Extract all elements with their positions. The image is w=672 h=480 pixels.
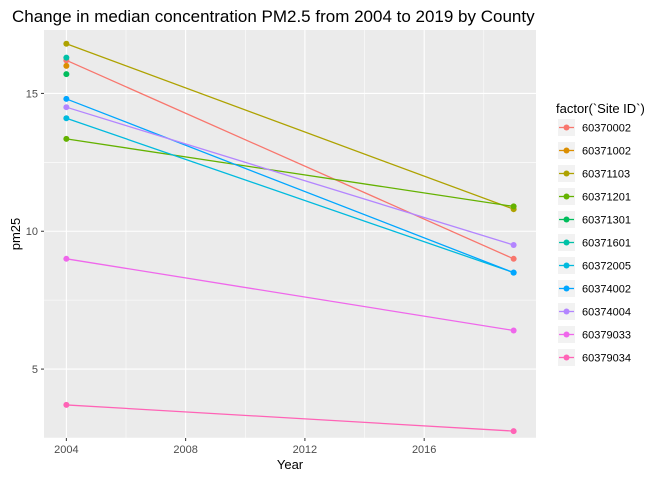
chart-title: Change in median concentration PM2.5 fro… bbox=[12, 7, 535, 26]
data-point-60374004 bbox=[510, 242, 517, 249]
series-line-60371103 bbox=[66, 43, 514, 210]
x-tick-label: 2008 bbox=[173, 444, 197, 456]
x-tick-label: 2012 bbox=[293, 444, 317, 456]
y-tick-label: 5 bbox=[32, 364, 38, 376]
legend-label: 60379034 bbox=[582, 353, 631, 365]
legend-item-60374004: 60374004 bbox=[558, 303, 631, 320]
legend-item-60371601: 60371601 bbox=[558, 234, 631, 251]
legend-key-point bbox=[563, 124, 570, 131]
data-point-60374002 bbox=[510, 269, 517, 276]
legend-key-point bbox=[563, 354, 570, 361]
legend-item-60374002: 60374002 bbox=[558, 280, 631, 297]
series-line-60379034 bbox=[66, 404, 514, 432]
data-point-60379034 bbox=[510, 428, 517, 435]
legend-item-60372005: 60372005 bbox=[558, 257, 631, 274]
legend-label: 60374004 bbox=[582, 307, 631, 319]
major-gridlines bbox=[44, 30, 536, 438]
legend-item-60371301: 60371301 bbox=[558, 211, 631, 228]
legend-label: 60371201 bbox=[582, 192, 631, 204]
series-line-60374004 bbox=[66, 106, 514, 246]
legend-label: 60374002 bbox=[582, 284, 631, 296]
data-point-60371002 bbox=[63, 62, 70, 69]
x-tick-label: 2004 bbox=[54, 444, 78, 456]
data-point-60379034 bbox=[63, 401, 70, 408]
legend-item-60371002: 60371002 bbox=[558, 142, 631, 159]
series-line-60370002 bbox=[66, 59, 514, 260]
legend-label: 60370002 bbox=[582, 123, 631, 135]
legend-label: 60371002 bbox=[582, 146, 631, 158]
data-point-60379033 bbox=[510, 327, 517, 334]
legend-item-60370002: 60370002 bbox=[558, 119, 631, 136]
data-point-60371201 bbox=[510, 203, 517, 210]
axis-layer: 2004 2008 2012 2016 5 10 15 bbox=[26, 88, 437, 456]
legend-label: 60379033 bbox=[582, 330, 631, 342]
data-point-60374004 bbox=[63, 104, 70, 111]
data-point-60372005 bbox=[63, 115, 70, 122]
y-tick-label: 10 bbox=[26, 226, 38, 238]
series-layer bbox=[63, 40, 517, 435]
legend-label: 60371601 bbox=[582, 238, 631, 250]
minor-gridlines bbox=[44, 30, 536, 439]
legend-item-60371103: 60371103 bbox=[558, 165, 630, 182]
x-axis-title: Year bbox=[277, 457, 304, 472]
legend-label: 60371103 bbox=[582, 169, 630, 181]
legend: factor(`Site ID`) 60370002 60371002 603711… bbox=[556, 101, 645, 366]
legend-label: 60371301 bbox=[582, 215, 631, 227]
legend-key-point bbox=[563, 308, 570, 315]
data-point-60371103 bbox=[63, 40, 70, 47]
legend-key-point bbox=[563, 331, 570, 338]
legend-title: factor(`Site ID`) bbox=[556, 101, 645, 116]
y-axis-title: pm25 bbox=[8, 218, 23, 251]
legend-label: 60372005 bbox=[582, 261, 631, 273]
legend-key-point bbox=[563, 262, 570, 269]
series-line-60371201 bbox=[66, 138, 514, 208]
y-tick-label: 15 bbox=[26, 88, 38, 100]
data-point-60371601 bbox=[63, 54, 70, 61]
legend-key-point bbox=[563, 285, 570, 292]
x-tick-label: 2016 bbox=[412, 444, 436, 456]
plot-panel bbox=[44, 30, 536, 438]
series-line-60374002 bbox=[66, 98, 514, 274]
legend-key-point bbox=[563, 147, 570, 154]
legend-key-point bbox=[563, 170, 570, 177]
legend-key-point bbox=[563, 216, 570, 223]
legend-item-60379033: 60379033 bbox=[558, 326, 631, 343]
data-point-60374002 bbox=[63, 95, 70, 102]
legend-item-60379034: 60379034 bbox=[558, 349, 631, 366]
legend-key-point bbox=[563, 193, 570, 200]
data-point-60371301 bbox=[63, 71, 70, 78]
series-line-60379033 bbox=[66, 258, 514, 332]
data-point-60371201 bbox=[63, 135, 70, 142]
data-point-60379033 bbox=[63, 255, 70, 262]
legend-key-point bbox=[563, 239, 570, 246]
data-point-60370002 bbox=[510, 255, 517, 262]
legend-item-60371201: 60371201 bbox=[558, 188, 631, 205]
series-line-60372005 bbox=[66, 117, 514, 274]
